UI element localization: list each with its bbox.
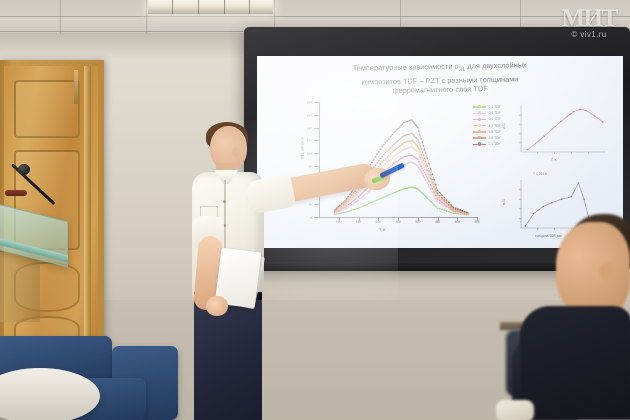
audience-ear — [600, 262, 616, 282]
door-handle[interactable] — [5, 190, 27, 196]
ceiling-light-panel — [148, 0, 273, 14]
whiteboard-tray — [250, 262, 630, 271]
podium-body — [0, 252, 40, 322]
legend-swatch — [473, 135, 486, 141]
legend-item: 2,1 TDF — [473, 141, 501, 147]
legend-swatch — [473, 129, 486, 134]
legend-label: 2,1 TDF — [488, 142, 501, 147]
y-axis-label: α31, мВ/см·Э — [300, 137, 305, 159]
slide-title-part1: Температурные зависимости α — [352, 61, 459, 73]
legend-swatch — [473, 104, 486, 110]
presenter-head — [210, 126, 247, 170]
inset-curve — [527, 108, 604, 151]
door-latch — [74, 70, 78, 104]
inset-bottom-title: T = 293 K — [533, 172, 548, 176]
legend-swatch — [473, 141, 486, 147]
legend-label: 1,5 TDF — [488, 129, 501, 134]
main-chart: 0204060801001201401601801001502002503003… — [300, 100, 501, 232]
legend-label: 0,9 TDF — [488, 117, 501, 122]
wooden-door[interactable] — [4, 66, 98, 360]
legend-label: 1,2 TDF — [488, 123, 501, 128]
slide-title-line3: ферромагнитного слоя TDF — [392, 84, 488, 96]
legend-swatch — [473, 123, 486, 128]
chart-legend: 0,3 TDF 0,6 TDF 0,9 TDF 1,2 TDF 1,5 TDF 1,8 T… — [473, 104, 501, 147]
slide-title: Температурные зависимости α31 для двухсл… — [271, 59, 610, 98]
legend-label: 0,6 TDF — [488, 111, 501, 116]
microphone-icon — [18, 164, 30, 175]
inset-top-xlabel: T, K — [551, 158, 557, 162]
legend-label: 0,3 TDF — [488, 105, 501, 110]
inset-bottom-ylabel: α31 — [501, 199, 506, 205]
audience-body — [520, 306, 630, 420]
slide-title-part2: для двухслойных — [465, 60, 527, 71]
round-table — [0, 368, 100, 420]
audience-cup — [496, 400, 534, 420]
inset-bottom-xlabel: толщина TDF, мм — [535, 234, 562, 238]
inset-chart-top: α31 T, K — [502, 100, 611, 166]
presenter-ear — [232, 147, 240, 157]
projection-screen: Температурные зависимости α31 для двухсл… — [257, 56, 623, 248]
audience-head — [556, 222, 630, 318]
presenter-left-hand — [206, 296, 228, 316]
presenter-trousers — [194, 294, 262, 420]
door-edge-strip — [84, 66, 91, 360]
legend-label: 1,8 TDF — [488, 136, 501, 141]
legend-swatch — [473, 117, 486, 122]
inset-top-ylabel: α31 — [501, 123, 506, 129]
legend-swatch — [473, 110, 486, 116]
x-axis-label: T, K — [379, 227, 386, 232]
main-chart-curves — [333, 119, 470, 216]
